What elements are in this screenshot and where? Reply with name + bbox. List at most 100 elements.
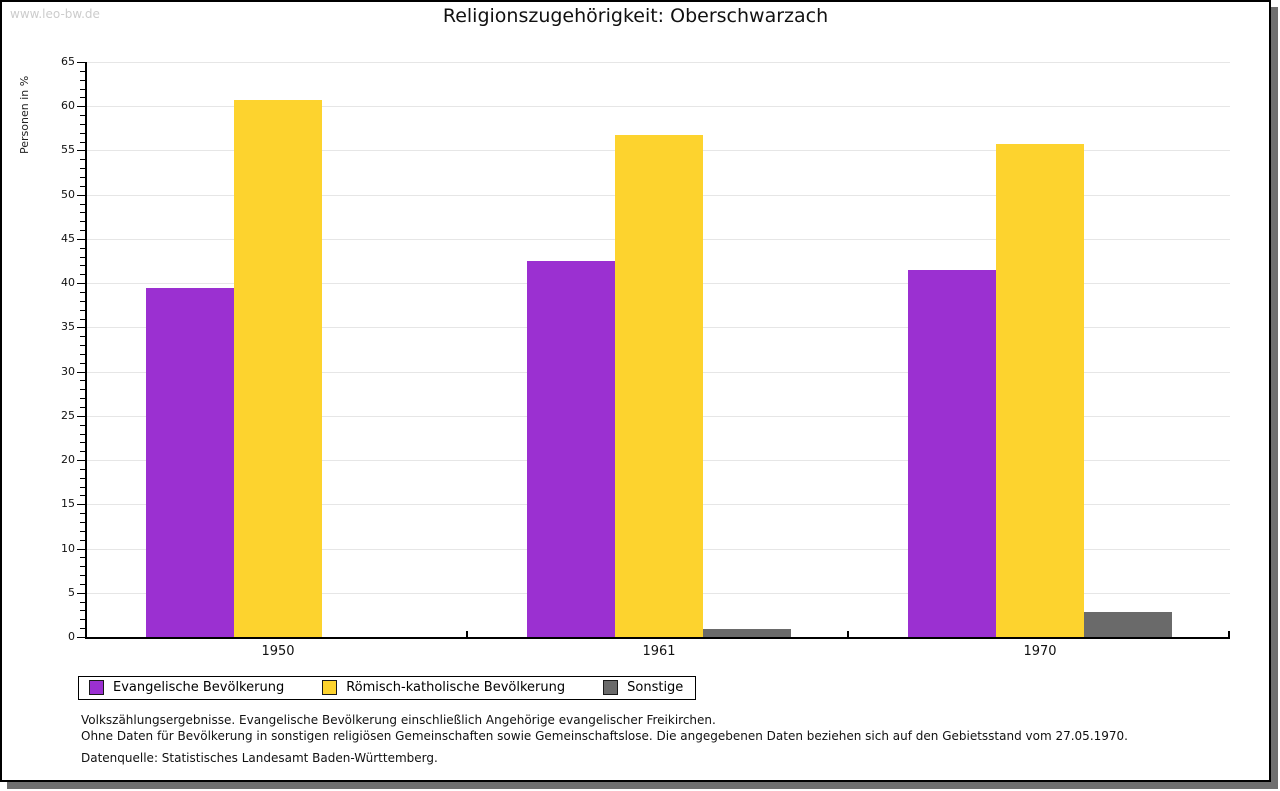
y-major-tick — [77, 150, 85, 152]
y-minor-tick — [80, 230, 85, 232]
legend-label-katholische: Römisch-katholische Bevölkerung — [346, 680, 566, 695]
y-minor-tick — [80, 265, 85, 267]
bar-evangelische-1970 — [908, 270, 996, 637]
y-major-tick — [77, 592, 85, 594]
y-tick-label: 10 — [61, 541, 75, 555]
bar-katholische-1950 — [234, 100, 322, 637]
y-major-tick — [77, 415, 85, 417]
legend-swatch-evangelische — [89, 680, 104, 695]
x-boundary-tick — [1228, 631, 1230, 637]
y-minor-tick — [80, 274, 85, 276]
y-minor-tick — [80, 583, 85, 585]
bar-sonstige-1961 — [703, 629, 791, 637]
y-minor-tick — [80, 247, 85, 249]
y-minor-tick — [80, 345, 85, 347]
y-minor-tick — [80, 79, 85, 81]
legend-item-sonstige: Sonstige — [603, 680, 683, 695]
y-minor-tick — [80, 530, 85, 532]
y-major-tick — [77, 238, 85, 240]
y-minor-tick — [80, 380, 85, 382]
y-minor-tick — [80, 309, 85, 311]
y-minor-tick — [80, 97, 85, 99]
y-minor-tick — [80, 292, 85, 293]
x-category-label: 1970 — [1023, 644, 1057, 659]
bar-sonstige-1970 — [1084, 612, 1172, 637]
y-tick-label: 40 — [61, 276, 75, 290]
plot-area: 0 5 10 15 20 25 30 35 40 45 50 55 60 65 1950 1961 1970 — [61, 55, 1230, 659]
y-minor-tick — [80, 628, 85, 630]
x-boundary-tick — [847, 631, 849, 637]
y-minor-tick — [80, 132, 85, 134]
y-minor-tick — [80, 141, 85, 143]
y-minor-tick — [80, 451, 85, 453]
y-minor-tick — [80, 522, 85, 523]
y-tick-label: 65 — [61, 55, 75, 68]
y-minor-tick — [80, 468, 85, 470]
y-tick-label: 20 — [61, 453, 75, 467]
y-minor-tick — [80, 88, 85, 90]
y-major-tick — [77, 504, 85, 506]
y-minor-tick — [80, 575, 85, 577]
y-minor-tick — [80, 601, 85, 603]
legend-item-katholische: Römisch-katholische Bevölkerung — [322, 680, 565, 695]
y-tick-label: 30 — [61, 364, 75, 378]
y-major-tick — [77, 283, 85, 285]
y-minor-tick — [80, 177, 85, 178]
y-axis-label: Personen in % — [18, 75, 31, 154]
y-minor-tick — [80, 442, 85, 444]
chart-title: Religionszugehörigkeit: Oberschwarzach — [442, 5, 829, 27]
legend-swatch-katholische — [322, 680, 338, 695]
y-minor-tick — [80, 619, 85, 621]
y-tick-label: 45 — [61, 231, 75, 245]
legend-label-sonstige: Sonstige — [627, 680, 684, 695]
y-minor-tick — [80, 203, 85, 205]
y-minor-tick — [80, 539, 85, 541]
y-major-tick — [77, 637, 85, 638]
y-minor-tick — [80, 566, 85, 568]
y-major-tick — [77, 62, 85, 63]
bar-evangelische-1961 — [527, 261, 615, 637]
y-minor-tick — [80, 557, 85, 559]
data-source: Datenquelle: Statistisches Landesamt Bad… — [81, 751, 438, 765]
x-category-label: 1961 — [642, 644, 676, 659]
y-major-tick — [77, 327, 85, 329]
x-category-label: 1950 — [261, 644, 295, 659]
bar-katholische-1961 — [615, 135, 703, 637]
legend-swatch-sonstige — [603, 680, 619, 695]
x-boundary-tick — [466, 631, 468, 637]
legend-item-evangelische: Evangelische Bevölkerung — [89, 680, 284, 695]
legend: Evangelische Bevölkerung Römisch-katholis… — [78, 676, 697, 700]
y-minor-tick — [80, 256, 85, 258]
y-tick-label: 5 — [68, 585, 75, 599]
y-minor-tick — [80, 610, 85, 612]
y-minor-tick — [80, 353, 85, 355]
watermark: www.leo-bw.de — [10, 7, 100, 21]
gridline — [87, 106, 1230, 108]
y-minor-tick — [80, 362, 85, 364]
footnote-line-2: Ohne Daten für Bevölkerung in sonstigen … — [81, 729, 1128, 743]
y-tick-label: 50 — [61, 187, 75, 201]
y-minor-tick — [80, 123, 85, 125]
y-minor-tick — [80, 159, 85, 161]
y-major-tick — [77, 548, 85, 550]
y-minor-tick — [80, 495, 85, 497]
footnote-line-1: Volkszählungsergebnisse. Evangelische Be… — [81, 713, 716, 727]
y-minor-tick — [80, 389, 85, 391]
footnote-text: Volkszählungsergebnisse. Evangelische Be… — [81, 712, 1128, 744]
bar-katholische-1970 — [996, 144, 1084, 637]
bar-evangelische-1950 — [146, 288, 234, 637]
y-tick-label: 15 — [61, 497, 75, 511]
y-minor-tick — [80, 318, 85, 320]
y-tick-label: 35 — [61, 320, 75, 334]
y-minor-tick — [80, 212, 85, 214]
legend-label-evangelische: Evangelische Bevölkerung — [113, 680, 285, 695]
y-tick-label: 0 — [68, 630, 75, 643]
y-minor-tick — [80, 486, 85, 488]
y-major-tick — [77, 194, 85, 196]
gridline — [87, 62, 1230, 63]
y-minor-tick — [80, 424, 85, 426]
y-minor-tick — [80, 407, 85, 408]
y-tick-label: 55 — [61, 143, 75, 157]
y-minor-tick — [80, 513, 85, 515]
